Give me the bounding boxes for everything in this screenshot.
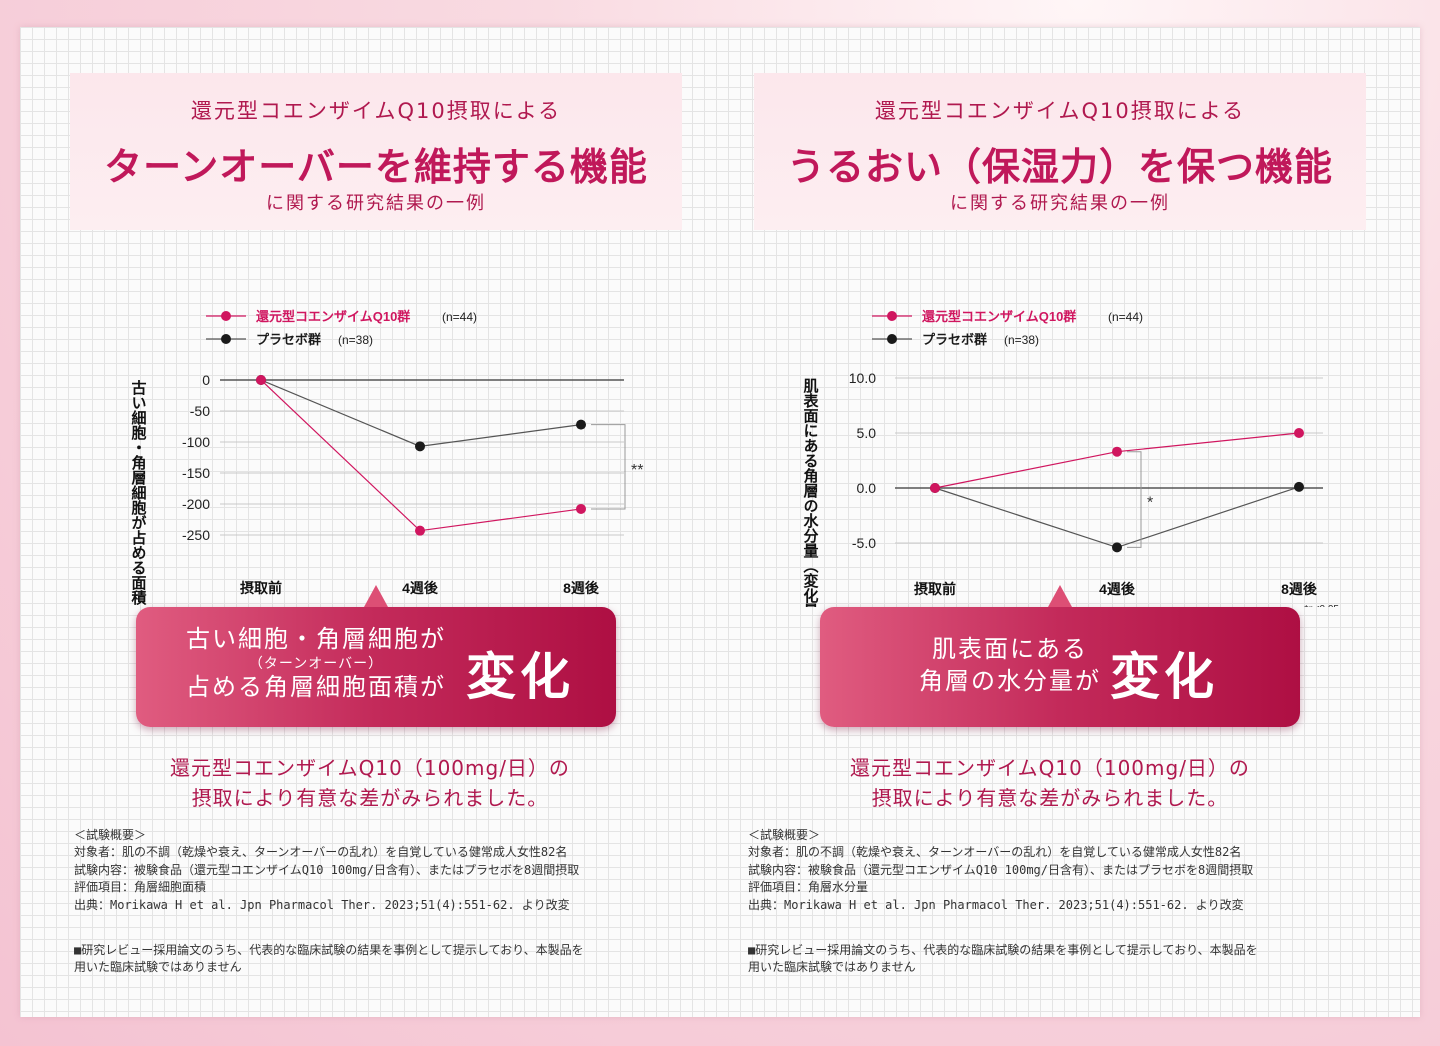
header-title: ターンオーバーを維持する機能 [104,144,648,189]
callout-line2: 占める角層細胞面積が [186,673,446,702]
data-point [415,441,425,452]
significance-mark: * [1147,495,1153,512]
study-overview: ＜試験概要＞ 対象者：肌の不調（乾燥や衰え、ターンオーバーの乱れ）を自覚している… [74,827,584,977]
overview-title: ＜試験概要＞ [74,828,147,842]
overview-subject: 対象者：肌の不調（乾燥や衰え、ターンオーバーの乱れ）を自覚している健常成人女性8… [74,845,568,860]
legend-n: (n=44) [1108,310,1143,324]
overview-title: ＜試験概要＞ [748,828,821,842]
result-statement: 還元型コエンザイムQ10（100mg/日）の 摂取により有意な差がみられました。 [20,753,720,813]
callout-banner: 古い細胞・角層細胞が （ターンオーバー） 占める角層細胞面積が 変化 [136,585,616,727]
y-axis-label: 肌表面にある角層の水分量（変化量） [802,378,820,607]
paper: 還元型コエンザイムQ10摂取による ターンオーバーを維持する機能 に関する研究結… [20,27,1420,1017]
result-line2: 摂取により有意な差がみられました。 [191,786,549,810]
overview-note2: 用いた臨床試験ではありません [74,960,242,975]
series-line [260,379,582,447]
significance-bracket [1127,451,1142,548]
result-line1: 還元型コエンザイムQ10（100mg/日）の [170,756,570,780]
callout-text: 肌表面にある 角層の水分量が [880,633,1140,698]
header-subtitle: 還元型コエンザイムQ10摂取による [874,99,1246,123]
legend-n: (n=38) [1004,333,1039,347]
overview-subject: 対象者：肌の不調（乾燥や衰え、ターンオーバーの乱れ）を自覚している健常成人女性8… [748,845,1242,860]
result-line2: 摂取により有意な差がみられました。 [871,786,1229,810]
overview-source: 出典：Morikawa H et al. Jpn Pharmacol Ther.… [74,897,570,912]
callout-emphasis: 変化 [466,647,574,706]
legend-label: 還元型コエンザイムQ10群 [256,309,410,324]
overview-note2: 用いた臨床試験ではありません [748,960,916,975]
header-title: うるおい（保湿力）を保つ機能 [786,144,1333,189]
data-point [1112,542,1122,553]
callout-banner: 肌表面にある 角層の水分量が 変化 [820,585,1300,727]
legend-label: プラセボ群 [922,332,987,347]
data-point [576,503,586,514]
data-point [415,525,425,536]
overview-source: 出典：Morikawa H et al. Jpn Pharmacol Ther.… [748,897,1244,912]
series-line [934,432,1300,489]
y-tick-label: -5.0 [852,535,876,551]
header-subtitle: 還元型コエンザイムQ10摂取による [190,99,562,123]
data-point [576,419,586,430]
callout-pointer [1048,585,1072,607]
significance-bracket [591,424,626,510]
overview-food: 試験内容：被験食品（還元型コエンザイムQ10 100mg/日含有）、またはプラセ… [74,862,580,877]
y-tick-label: 10.0 [849,370,876,386]
result-line1: 還元型コエンザイムQ10（100mg/日）の [850,756,1250,780]
x-tick-label: 4週後 [402,580,439,596]
callout-text: 古い細胞・角層細胞が （ターンオーバー） 占める角層細胞面積が [176,623,456,704]
y-tick-label: -250 [182,527,210,543]
panel-header: 還元型コエンザイムQ10摂取による うるおい（保湿力）を保つ機能 に関する研究結… [754,73,1366,230]
header-caption: に関する研究結果の一例 [950,193,1170,214]
overview-note1: ■研究レビュー採用論文のうち、代表的な臨床試験の結果を事例として提示しており、本… [748,942,1258,957]
y-tick-label: -50 [190,403,210,419]
y-tick-label: 5.0 [857,425,877,441]
callout-line1: 肌表面にある [932,635,1088,663]
y-tick-label: -100 [182,434,210,450]
legend-marker [221,311,231,321]
x-tick-label: 8週後 [563,580,600,596]
callout-ruby: （ターンオーバー） [248,656,384,673]
legend-marker [887,334,897,344]
data-point [930,483,940,493]
panel-header: 還元型コエンザイムQ10摂取による ターンオーバーを維持する機能 に関する研究結… [70,73,682,230]
callout-emphasis: 変化 [1110,647,1218,706]
data-point [1294,428,1304,438]
panel-moisture: 還元型コエンザイムQ10摂取による うるおい（保湿力）を保つ機能 に関する研究結… [720,27,1420,1017]
series-line [934,486,1300,549]
callout-line2: 角層の水分量が [919,667,1101,696]
data-point [256,375,266,385]
legend-marker [887,311,897,321]
y-axis-label: 古い細胞・角層細胞が占める面積（変化量） [130,379,148,607]
x-tick-label: 摂取前 [240,580,282,596]
series-line [260,379,582,532]
legend-n: (n=44) [442,310,477,324]
x-tick-label: 摂取前 [914,581,956,597]
overview-food: 試験内容：被験食品（還元型コエンザイムQ10 100mg/日含有）、またはプラセ… [748,862,1254,877]
data-point [1294,481,1304,492]
study-overview: ＜試験概要＞ 対象者：肌の不調（乾燥や衰え、ターンオーバーの乱れ）を自覚している… [748,827,1258,977]
overview-item: 評価項目：角層細胞面積 [74,880,207,895]
callout-line1: 古い細胞・角層細胞が [186,625,446,653]
y-tick-label: -200 [182,496,210,512]
y-tick-label: 0 [202,372,210,388]
significance-mark: ** [631,462,643,479]
p-value-note: *p<0.05 [1304,604,1339,607]
turnover-chart: 0 -50 -100 -150 -200 -250 古い細胞・角層細胞が占める面積（変化量）… [130,309,644,607]
overview-item: 評価項目：角層水分量 [748,880,869,895]
x-tick-label: 4週後 [1099,581,1136,597]
y-tick-label: -150 [182,465,210,481]
panel-turnover: 還元型コエンザイムQ10摂取による ターンオーバーを維持する機能 に関する研究結… [20,27,720,1017]
legend-marker [221,334,231,344]
header-caption: に関する研究結果の一例 [266,193,486,214]
callout-pointer [364,585,388,607]
legend-label: プラセボ群 [256,332,321,347]
moisture-chart: 10.0 5.0 0.0 -5.0 肌表面にある角層の水分量（変化量） 摂取前 4週後 8週後… [802,309,1340,607]
overview-note1: ■研究レビュー採用論文のうち、代表的な臨床試験の結果を事例として提示しており、本… [74,942,584,957]
data-point [1112,446,1122,457]
result-statement: 還元型コエンザイムQ10（100mg/日）の 摂取により有意な差がみられました。 [720,753,1380,813]
x-tick-label: 8週後 [1281,581,1318,597]
legend-label: 還元型コエンザイムQ10群 [922,309,1076,324]
legend-n: (n=38) [338,333,373,347]
y-tick-label: 0.0 [857,480,877,496]
